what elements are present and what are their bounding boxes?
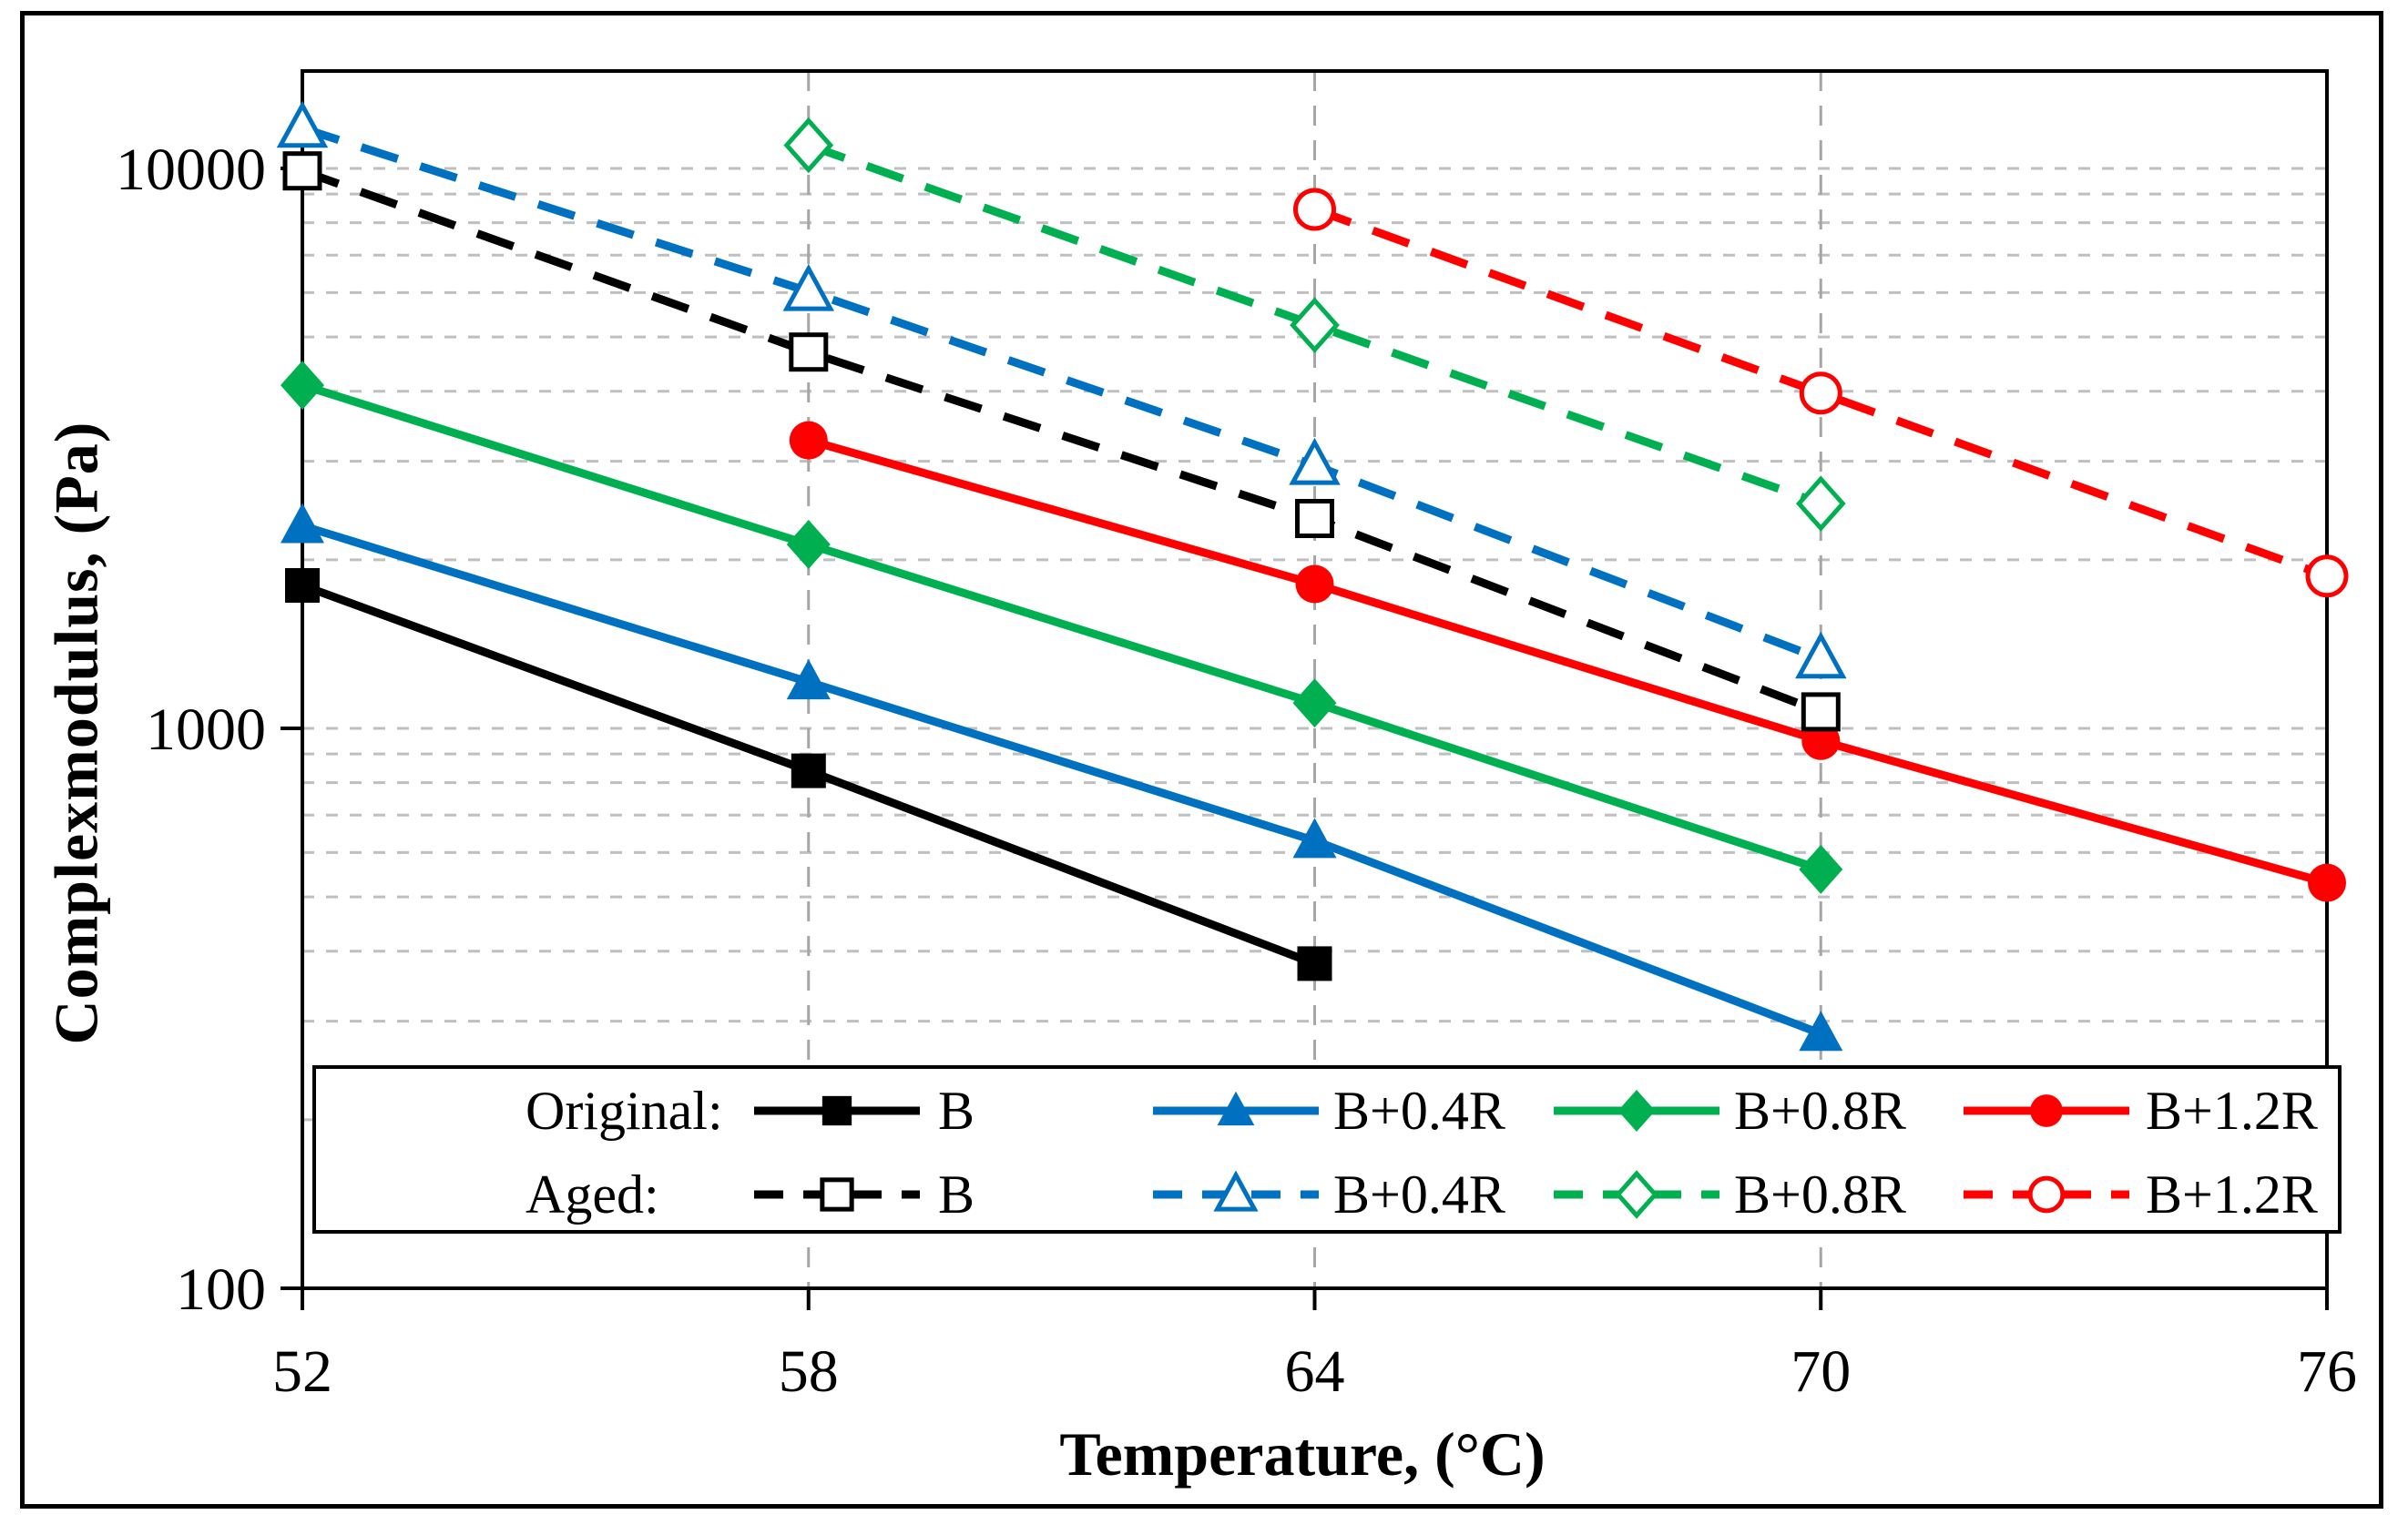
marker-square	[789, 332, 829, 372]
legend-label-original-b04r: B+0.4R	[1333, 1081, 1505, 1141]
legend-line-sample-aged-b12r	[1964, 1175, 2129, 1214]
legend-label-aged-b04r: B+0.4R	[1333, 1164, 1505, 1225]
marker-circle	[2305, 554, 2349, 598]
legend-label-aged-b12r: B+1.2R	[2146, 1164, 2318, 1225]
marker-circle	[2027, 1175, 2066, 1214]
legend-label-original-b: B	[938, 1081, 975, 1141]
series-line-aged-b+0.4r	[301, 124, 1822, 664]
x-tick-label: 76	[2297, 1338, 2357, 1405]
marker-diamond	[1615, 1170, 1658, 1219]
marker-triangle	[786, 659, 831, 700]
marker-triangle	[1799, 1011, 1843, 1052]
marker-square	[820, 1177, 854, 1212]
marker-triangle	[1795, 631, 1847, 679]
legend-label-original-b08r: B+0.8R	[1734, 1081, 1906, 1141]
legend-label-aged-b: B	[938, 1164, 975, 1225]
marker-diamond	[1292, 678, 1337, 728]
marker-square	[1297, 946, 1332, 981]
marker-diamond	[1617, 1090, 1656, 1132]
x-tick-label: 52	[272, 1338, 332, 1405]
marker-square	[1295, 499, 1334, 538]
marker-diamond	[1290, 297, 1340, 353]
x-tick-label: 58	[779, 1338, 839, 1405]
y-tick-label: 1000	[146, 696, 266, 763]
marker-circle	[2030, 1094, 2063, 1127]
marker-triangle	[1217, 1091, 1255, 1126]
marker-diamond	[786, 520, 831, 569]
series-line-original-b+1.2r	[807, 436, 2329, 887]
legend-line-sample-original-b	[754, 1095, 920, 1126]
marker-square	[821, 1095, 852, 1126]
marker-square	[282, 151, 322, 191]
marker-diamond	[783, 117, 834, 174]
x-axis-title: Temperature, (°C)	[1059, 1419, 1546, 1489]
legend-group-label-aged: Aged:	[525, 1164, 659, 1225]
marker-triangle	[782, 263, 835, 311]
legend-row-original: Original: B B+0.4R B+0.8R B+1.2R	[316, 1074, 2338, 1147]
legend-line-sample-original-b08r	[1554, 1090, 1719, 1132]
legend-line-sample-original-b04r	[1153, 1091, 1319, 1126]
figure-border	[20, 11, 2383, 1509]
marker-diamond	[1799, 844, 1843, 894]
marker-circle	[789, 421, 828, 460]
y-tick-label: 10000	[116, 137, 266, 203]
marker-diamond	[281, 361, 324, 411]
marker-triangle	[1289, 437, 1341, 485]
legend-label-aged-b08r: B+0.8R	[1734, 1164, 1906, 1225]
y-axis-title: Complexmodulus, (Pa)	[41, 421, 111, 1045]
marker-circle	[2308, 863, 2346, 902]
marker-triangle	[1213, 1170, 1259, 1212]
marker-square	[791, 753, 826, 788]
marker-circle	[1295, 564, 1334, 604]
legend-group-label-original: Original:	[525, 1081, 723, 1141]
marker-triangle	[276, 100, 329, 148]
y-tick-label: 100	[176, 1256, 266, 1323]
legend-box: Original: B B+0.4R B+0.8R B+1.2R Aged: B…	[312, 1065, 2342, 1234]
marker-triangle	[1292, 818, 1337, 859]
legend-line-sample-aged-b04r	[1153, 1170, 1319, 1212]
legend-label-original-b12r: B+1.2R	[2146, 1081, 2318, 1141]
series-line-original-b+0.8r	[301, 381, 1822, 874]
marker-circle	[1293, 188, 1336, 231]
x-tick-label: 70	[1791, 1338, 1851, 1405]
legend-line-sample-aged-b	[754, 1177, 920, 1212]
x-tick-label: 64	[1285, 1338, 1345, 1405]
series-line-aged-b	[301, 167, 1822, 717]
marker-square	[285, 568, 320, 603]
marker-diamond	[1795, 475, 1846, 532]
series-line-original-b+0.4r	[301, 522, 1822, 1038]
legend-row-aged: Aged: B B+0.4R B+0.8R B+1.2R	[316, 1158, 2338, 1231]
legend-line-sample-original-b12r	[1964, 1094, 2129, 1127]
series-line-aged-b+1.2r	[1312, 205, 2329, 581]
marker-square	[1801, 692, 1841, 732]
marker-circle	[1799, 371, 1842, 415]
legend-line-sample-aged-b08r	[1554, 1170, 1719, 1219]
marker-triangle	[281, 503, 324, 544]
series-line-aged-b+0.8r	[807, 141, 1822, 508]
